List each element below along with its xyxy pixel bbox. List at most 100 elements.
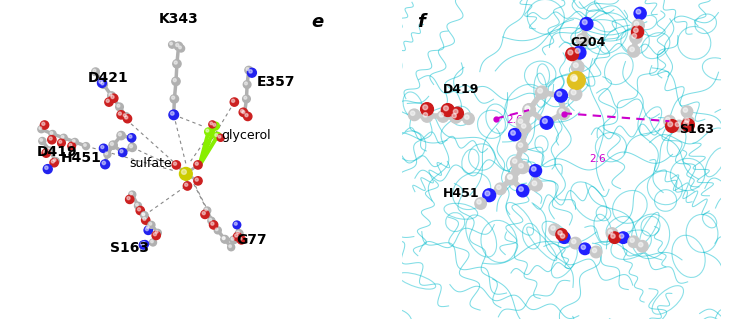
Circle shape: [516, 117, 528, 129]
Circle shape: [115, 103, 124, 111]
Circle shape: [204, 128, 212, 136]
Circle shape: [42, 149, 50, 157]
Circle shape: [39, 137, 46, 145]
Circle shape: [517, 161, 529, 174]
Circle shape: [568, 50, 573, 55]
Circle shape: [111, 95, 114, 99]
Circle shape: [136, 206, 145, 215]
Circle shape: [410, 111, 415, 115]
Text: D419: D419: [37, 145, 77, 159]
Circle shape: [240, 109, 243, 113]
Circle shape: [174, 162, 177, 165]
Circle shape: [554, 89, 568, 102]
Circle shape: [82, 143, 90, 150]
Circle shape: [110, 142, 113, 145]
Circle shape: [512, 159, 517, 163]
Circle shape: [538, 88, 542, 93]
Circle shape: [565, 48, 578, 61]
Circle shape: [530, 165, 542, 177]
Circle shape: [216, 228, 218, 231]
Circle shape: [609, 232, 620, 243]
Circle shape: [590, 246, 602, 258]
Circle shape: [71, 138, 79, 145]
Circle shape: [136, 204, 139, 206]
Circle shape: [617, 232, 629, 243]
Circle shape: [570, 74, 583, 87]
Circle shape: [144, 226, 152, 234]
Circle shape: [244, 82, 247, 85]
Circle shape: [142, 241, 148, 248]
Circle shape: [518, 119, 523, 123]
Circle shape: [519, 187, 524, 191]
Circle shape: [636, 9, 640, 14]
Circle shape: [48, 148, 50, 151]
Circle shape: [571, 61, 584, 73]
Circle shape: [172, 96, 175, 99]
Circle shape: [155, 231, 158, 233]
Circle shape: [592, 248, 597, 253]
Circle shape: [450, 112, 461, 123]
Circle shape: [574, 63, 578, 68]
Circle shape: [147, 226, 149, 228]
Circle shape: [40, 139, 43, 141]
Circle shape: [142, 213, 145, 216]
Circle shape: [222, 237, 225, 240]
Circle shape: [222, 237, 225, 240]
Circle shape: [48, 136, 56, 144]
Circle shape: [209, 219, 212, 221]
Circle shape: [559, 232, 570, 243]
Circle shape: [59, 140, 61, 143]
Circle shape: [195, 178, 198, 181]
Circle shape: [52, 158, 59, 165]
Circle shape: [126, 195, 134, 204]
Text: D419: D419: [443, 83, 479, 96]
Circle shape: [51, 160, 55, 163]
Circle shape: [637, 241, 648, 252]
Circle shape: [557, 92, 562, 96]
Circle shape: [634, 7, 646, 19]
Circle shape: [439, 113, 443, 117]
Circle shape: [127, 197, 130, 200]
Circle shape: [209, 121, 216, 128]
Circle shape: [195, 162, 198, 165]
Circle shape: [228, 245, 231, 248]
Circle shape: [673, 120, 685, 132]
Circle shape: [506, 173, 518, 185]
Text: f: f: [416, 13, 425, 31]
Circle shape: [560, 234, 565, 238]
Circle shape: [443, 106, 449, 111]
Circle shape: [43, 165, 52, 174]
Circle shape: [532, 181, 537, 186]
Circle shape: [100, 81, 107, 88]
Circle shape: [234, 233, 242, 241]
Circle shape: [631, 26, 643, 38]
Circle shape: [141, 212, 148, 219]
Circle shape: [532, 167, 536, 171]
Circle shape: [43, 150, 46, 153]
Circle shape: [105, 152, 108, 155]
Circle shape: [50, 159, 58, 167]
Circle shape: [58, 139, 65, 147]
Circle shape: [683, 116, 694, 128]
Circle shape: [573, 46, 586, 59]
Circle shape: [684, 121, 688, 126]
Circle shape: [218, 136, 221, 138]
Circle shape: [148, 221, 155, 228]
Circle shape: [100, 144, 108, 152]
Circle shape: [122, 113, 130, 120]
Circle shape: [243, 95, 250, 103]
Circle shape: [124, 115, 132, 123]
Circle shape: [525, 106, 530, 111]
Circle shape: [240, 109, 249, 117]
Circle shape: [524, 104, 535, 116]
Circle shape: [237, 236, 246, 244]
Circle shape: [139, 241, 148, 249]
Circle shape: [213, 123, 216, 126]
Circle shape: [61, 136, 64, 138]
Circle shape: [575, 48, 580, 53]
Circle shape: [549, 224, 560, 235]
Circle shape: [666, 120, 679, 132]
Circle shape: [124, 116, 128, 119]
Circle shape: [68, 142, 76, 150]
Circle shape: [630, 32, 642, 44]
